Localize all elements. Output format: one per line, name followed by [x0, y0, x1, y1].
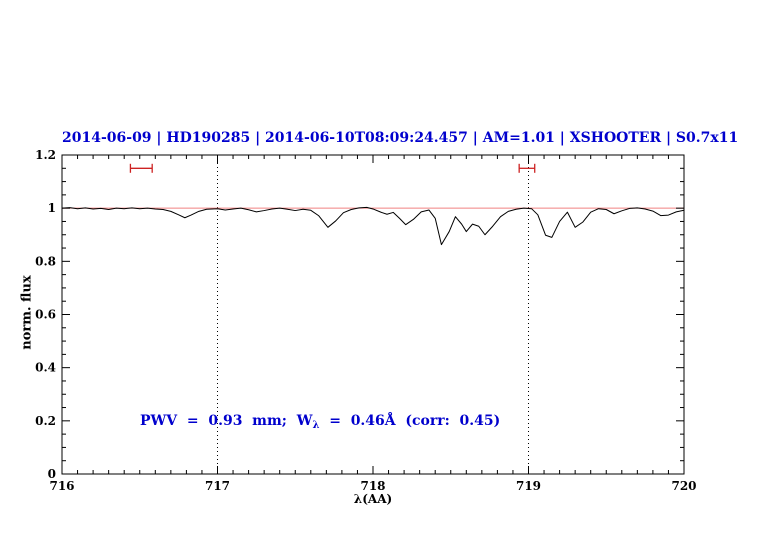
x-tick-label: 719	[516, 479, 541, 493]
y-axis-label: norm. flux	[19, 275, 35, 350]
plot-title: 2014-06-09 | HD190285 | 2014-06-10T08:09…	[62, 130, 739, 146]
y-tick-label: 0.8	[35, 254, 56, 268]
y-tick-label: 0.4	[35, 361, 56, 375]
pwv-annotation: PWV = 0.93 mm; Wλ = 0.46Å (corr: 0.45)	[140, 413, 500, 431]
x-tick-label: 717	[205, 479, 230, 493]
x-tick-label: 718	[360, 479, 385, 493]
annotation-lambda-subscript: λ	[312, 420, 320, 431]
y-tick-label: 0.6	[35, 308, 56, 322]
annotation-text-pre: PWV = 0.93 mm; W	[140, 413, 313, 429]
x-tick-label: 716	[49, 479, 74, 493]
annotation-text-post: = 0.46Å (corr: 0.45)	[319, 413, 501, 429]
x-tick-label: 720	[671, 479, 696, 493]
spectrum-line	[61, 206, 685, 246]
y-tick-label: 0.2	[35, 414, 56, 428]
y-tick-label: 0	[48, 467, 56, 481]
y-tick-label: 1	[48, 201, 56, 215]
y-tick-label: 1.2	[35, 148, 56, 162]
x-axis-label: λ(AA)	[353, 492, 393, 506]
